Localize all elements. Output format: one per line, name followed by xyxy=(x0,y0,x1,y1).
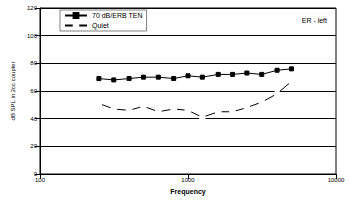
svg-text:60: 60 xyxy=(30,88,37,94)
svg-text:Frequency: Frequency xyxy=(170,188,206,196)
svg-text:100: 100 xyxy=(35,177,46,183)
svg-text:70 dB/ERB TEN: 70 dB/ERB TEN xyxy=(92,12,142,19)
svg-text:Quiet: Quiet xyxy=(92,22,109,30)
svg-text:10000: 10000 xyxy=(328,177,345,183)
svg-text:80: 80 xyxy=(30,60,37,66)
svg-text:20: 20 xyxy=(30,143,37,149)
svg-text:ER - left: ER - left xyxy=(302,17,327,24)
svg-text:100: 100 xyxy=(27,33,38,39)
svg-text:dB SPL in 2cc coupler: dB SPL in 2cc coupler xyxy=(10,62,16,121)
svg-text:120: 120 xyxy=(27,5,38,11)
svg-text:40: 40 xyxy=(30,116,37,122)
svg-text:1000: 1000 xyxy=(181,177,195,183)
svg-text:0: 0 xyxy=(33,171,37,177)
